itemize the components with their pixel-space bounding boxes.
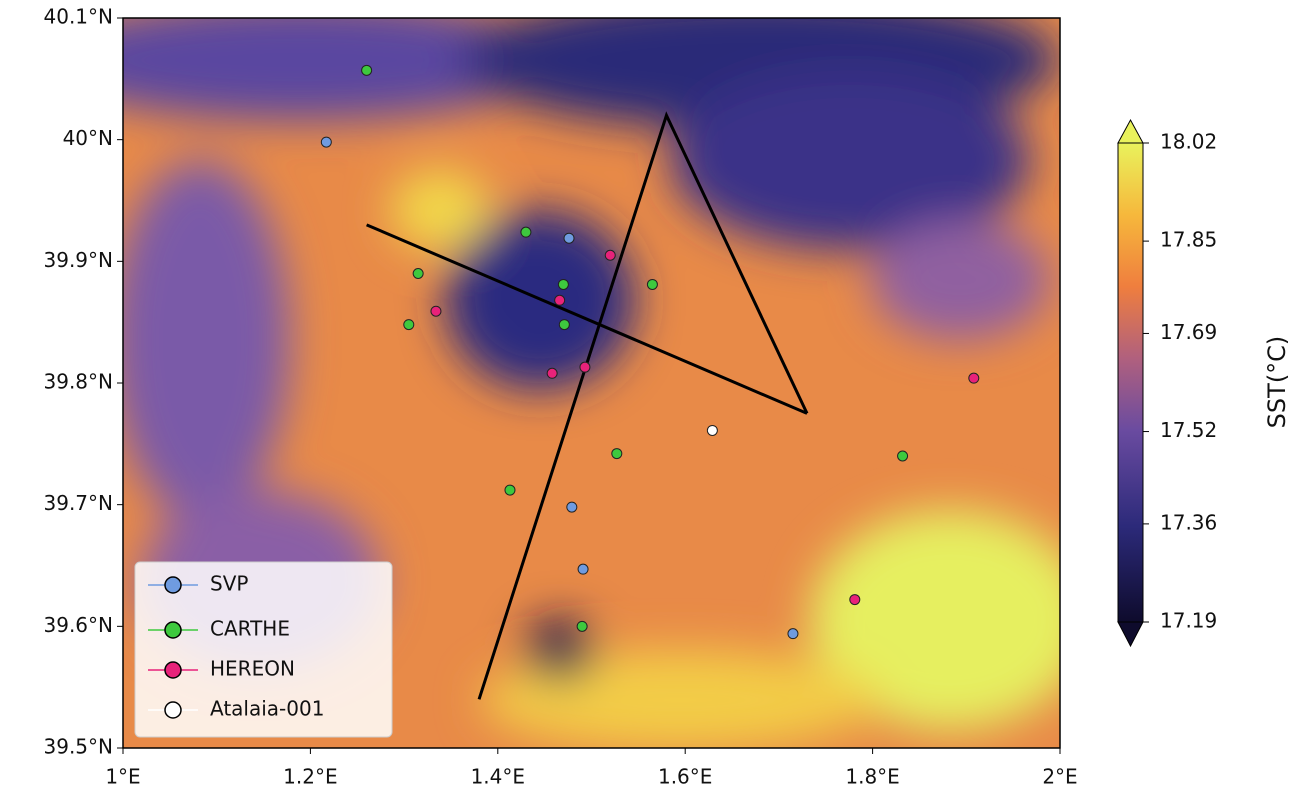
y-tick-label: 39.8°N: [44, 370, 114, 394]
drifter-endpoint: [580, 362, 590, 372]
chart: SST(°C) 1°E 1.2°E 1.4°E 1.6°E 1.8°E 2°E 39.5°N…: [0, 0, 1301, 798]
colorbar-extend-min: [1118, 622, 1143, 646]
colorbar-tick-label: 17.19: [1160, 609, 1217, 633]
legend-marker: [165, 622, 181, 638]
y-tick-label: 39.5°N: [44, 735, 114, 759]
drifter-endpoint: [612, 449, 622, 459]
drifter-endpoint: [567, 502, 577, 512]
y-tick-label: 39.9°N: [44, 248, 114, 272]
drifter-endpoint: [362, 65, 372, 75]
drifter-endpoint: [788, 629, 798, 639]
colorbar: [1118, 143, 1143, 622]
y-tick-label: 40°N: [63, 126, 113, 150]
drifter-endpoint: [577, 621, 587, 631]
colorbar-tick-label: 17.36: [1160, 510, 1217, 534]
drifter-endpoint: [605, 250, 615, 260]
drifter-endpoint: [898, 451, 908, 461]
x-tick-label: 1.6°E: [658, 765, 712, 789]
drifter-endpoint: [547, 368, 557, 378]
x-tick-label: 1.2°E: [283, 765, 337, 789]
drifter-endpoint: [404, 320, 414, 330]
legend-label: CARTHE: [210, 617, 290, 641]
drifter-endpoint: [707, 425, 717, 435]
legend-label: SVP: [210, 572, 248, 596]
drifter-endpoint: [969, 373, 979, 383]
colorbar-tick-label: 18.02: [1160, 130, 1217, 154]
colorbar-label: SST(°C): [1263, 336, 1291, 429]
drifter-endpoint: [559, 320, 569, 330]
colorbar-extend-max: [1118, 120, 1143, 143]
drifter-endpoint: [521, 227, 531, 237]
y-tick-label: 40.1°N: [44, 5, 114, 29]
x-tick-label: 1.4°E: [471, 765, 525, 789]
drifter-endpoint: [578, 564, 588, 574]
drifter-endpoint: [647, 279, 657, 289]
x-tick-label: 2°E: [1042, 765, 1077, 789]
y-tick-label: 39.7°N: [44, 491, 114, 515]
drifter-endpoint: [555, 295, 565, 305]
drifter-endpoint: [321, 137, 331, 147]
drifter-endpoint: [564, 233, 574, 243]
legend-marker: [165, 702, 181, 718]
y-tick-label: 39.6°N: [44, 613, 114, 637]
x-tick-label: 1°E: [105, 765, 140, 789]
x-tick-label: 1.8°E: [845, 765, 899, 789]
drifter-endpoint: [850, 595, 860, 605]
legend-marker: [165, 577, 181, 593]
drifter-endpoint: [431, 306, 441, 316]
legend-label: Atalaia-001: [210, 697, 324, 721]
colorbar-tick-label: 17.69: [1160, 320, 1217, 344]
drifter-endpoint: [558, 279, 568, 289]
drifter-endpoint: [505, 485, 515, 495]
colorbar-tick-label: 17.85: [1160, 228, 1217, 252]
colorbar-tick-label: 17.52: [1160, 418, 1217, 442]
legend-label: HEREON: [210, 657, 295, 681]
legend-marker: [165, 662, 181, 678]
drifter-endpoint: [413, 269, 423, 279]
